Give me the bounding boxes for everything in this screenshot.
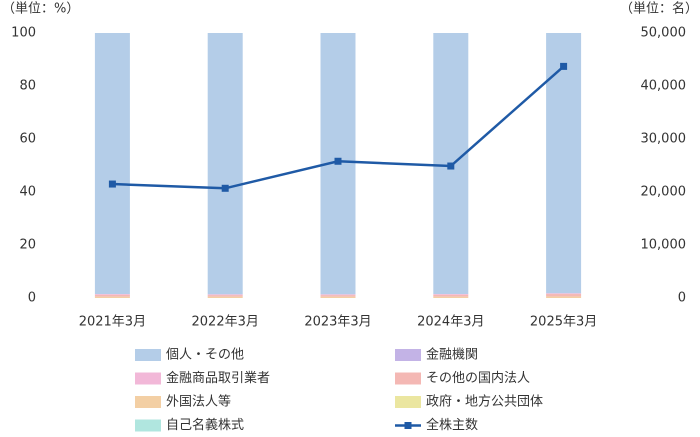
legend-label: 外国法人等: [166, 394, 231, 410]
legend-swatch: [135, 396, 161, 408]
legend-marker: [404, 422, 412, 429]
legend-label: 個人・その他: [166, 348, 244, 363]
legend-swatch: [135, 419, 161, 432]
line-marker: [334, 157, 342, 165]
x-tick-label: 2021年3月: [79, 315, 146, 330]
bar-segment: [94, 296, 130, 298]
y-tick-label: 20: [19, 238, 36, 253]
y-tick-label: 0: [28, 291, 36, 306]
y-tick-label: 40: [19, 185, 36, 200]
bar-segment: [94, 294, 130, 295]
legend-label: 政府・地方公共団体: [426, 394, 543, 410]
x-tick-label: 2024年3月: [417, 315, 484, 330]
bar-segment: [207, 296, 243, 298]
legend-label: 全株主数: [426, 417, 478, 433]
legend-swatch: [395, 396, 421, 408]
bar-segment: [546, 294, 582, 297]
legend-label: 金融機関: [426, 347, 478, 363]
line-marker: [447, 162, 455, 170]
legend-swatch: [395, 349, 421, 361]
legend-label: その他の国内法人: [426, 370, 530, 386]
legend-swatch: [395, 372, 421, 385]
bar-segment: [546, 293, 582, 295]
x-tick-label: 2023年3月: [304, 315, 371, 330]
bar-segment: [207, 33, 243, 295]
line-marker: [108, 180, 116, 188]
y-unit: （単位：%）: [2, 1, 79, 17]
bar-segment: [320, 295, 356, 297]
y2-tick-label: 30,000: [641, 132, 687, 147]
legend-swatch: [135, 372, 161, 385]
x-tick-label: 2025年3月: [530, 315, 597, 330]
bar-segment: [546, 33, 582, 294]
line-marker: [560, 62, 568, 70]
y2-tick-label: 0: [678, 291, 686, 306]
legend-label: 自己名義株式: [166, 417, 244, 433]
y-tick-label: 80: [19, 79, 36, 94]
y2-tick-label: 10,000: [641, 238, 687, 253]
line-marker: [221, 184, 229, 192]
bar-segment: [94, 294, 130, 297]
bar-segment: [546, 296, 582, 298]
bar-segment: [433, 296, 469, 298]
bar-segment: [207, 294, 243, 296]
y-tick-label: 60: [19, 132, 36, 147]
bar-segment: [433, 294, 469, 295]
y-tick-label: 100: [11, 26, 36, 41]
bar-segment: [433, 294, 469, 297]
y2-tick-label: 40,000: [641, 79, 687, 94]
y2-tick-label: 20,000: [641, 185, 687, 200]
bar-segment: [94, 33, 130, 295]
legend-label: 金融商品取引業者: [166, 370, 270, 386]
bar-segment: [207, 295, 243, 297]
y2-tick-label: 50,000: [641, 26, 687, 41]
bar-segment: [320, 296, 356, 298]
x-tick-label: 2022年3月: [192, 315, 259, 330]
y2-unit: （単位：名）: [620, 1, 698, 17]
bar-segment: [320, 294, 356, 296]
legend-swatch: [135, 349, 161, 361]
